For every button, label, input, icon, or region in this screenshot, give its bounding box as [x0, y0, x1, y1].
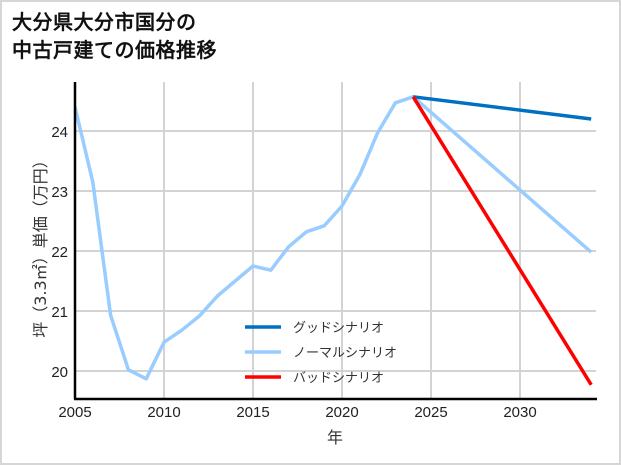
y-tick-labels: 20 21 22 23 24	[51, 124, 68, 381]
x-tick-label: 2025	[414, 404, 447, 421]
x-tick-label: 2030	[503, 404, 536, 421]
x-axis-label: 年	[327, 428, 343, 447]
legend-item-good: グッドシナリオ	[245, 321, 384, 336]
series-lines	[75, 95, 593, 386]
y-tick-label: 22	[51, 244, 68, 261]
x-tick-label: 2020	[325, 404, 358, 421]
y-tick-label: 23	[51, 184, 68, 201]
y-axis-label: 坪（3.3㎡）単価（万円）	[31, 152, 50, 337]
y-tick-label: 21	[51, 304, 68, 321]
legend-item-normal: ノーマルシナリオ	[245, 346, 397, 361]
x-tick-labels: 2005 2010 2015 2020 2025 2030	[58, 404, 536, 421]
x-tick-label: 2005	[58, 404, 91, 421]
series-line-good	[412, 95, 592, 121]
series-line-bad	[411, 95, 593, 386]
chart-title: 大分県大分市国分の 中古戸建ての価格推移	[12, 8, 217, 64]
chart-title-line-2: 中古戸建ての価格推移	[12, 38, 217, 62]
legend-label: グッドシナリオ	[293, 321, 384, 336]
chart-title-line-1: 大分県大分市国分の	[12, 10, 197, 34]
legend-label: バッドシナリオ	[293, 371, 384, 386]
legend-item-bad: バッドシナリオ	[245, 371, 384, 386]
legend-label: ノーマルシナリオ	[293, 346, 397, 361]
y-tick-label: 24	[51, 124, 68, 141]
axes	[73, 82, 597, 401]
y-tick-label: 20	[51, 364, 68, 381]
x-tick-label: 2010	[147, 404, 180, 421]
series-line-normal	[75, 95, 593, 381]
x-tick-label: 2015	[236, 404, 269, 421]
